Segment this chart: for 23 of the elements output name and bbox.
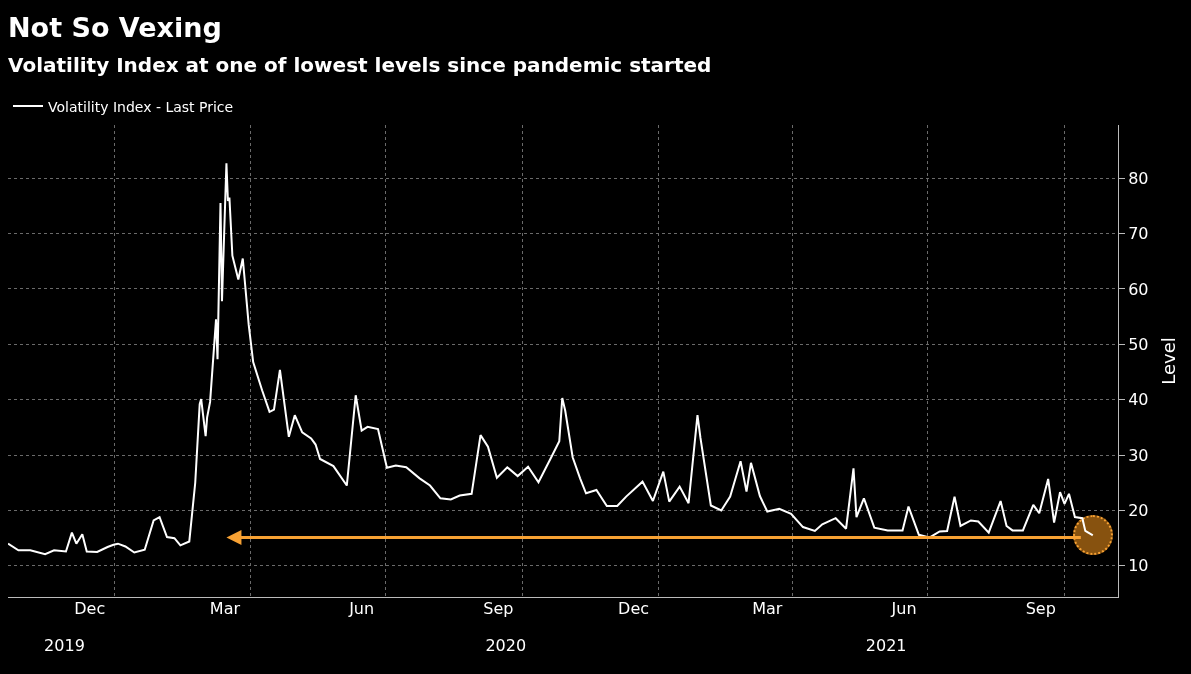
x-tick-label: Mar (209, 598, 241, 618)
y-tick-label: 10 (1128, 556, 1149, 576)
y-tick-label: 80 (1128, 168, 1149, 188)
y-tick-label: 50 (1128, 334, 1149, 354)
x-tick-label: Dec (74, 598, 106, 618)
chart-subtitle: Volatility Index at one of lowest levels since pandemic started (8, 53, 712, 77)
x-tick-label: Sep (1025, 598, 1056, 618)
chart-title: Not So Vexing (8, 12, 222, 43)
x-tick-label: Jun (348, 598, 375, 618)
x-tick-label: Dec (618, 598, 650, 618)
x2-tick-label: 2021 (865, 636, 907, 655)
y-tick-label: 20 (1128, 501, 1149, 521)
x-tick-label: Jun (890, 598, 917, 618)
x-tick-label: Mar (752, 598, 783, 618)
y-tick-label: 40 (1128, 390, 1149, 410)
x2-tick-label: 2019 (44, 636, 85, 655)
x-tick-label: Sep (483, 598, 514, 618)
legend-label: Volatility Index - Last Price (48, 98, 234, 115)
y-tick-label: 30 (1128, 445, 1149, 465)
x2-tick-label: 2020 (485, 636, 527, 655)
y-tick-label: 70 (1128, 224, 1149, 244)
y-axis-title: Level (1157, 337, 1179, 385)
y-tick-label: 60 (1128, 279, 1149, 299)
